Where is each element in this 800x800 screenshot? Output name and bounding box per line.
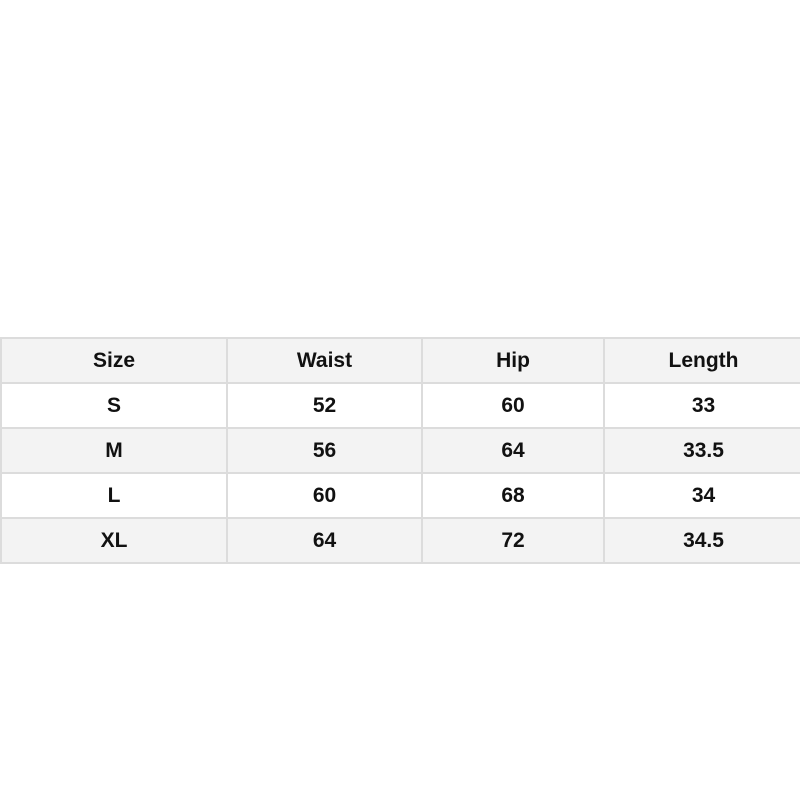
cell-size: M <box>0 427 228 474</box>
table-row: S 52 60 33 <box>0 382 800 429</box>
cell-waist: 64 <box>226 517 423 564</box>
cell-size: XL <box>0 517 228 564</box>
cell-waist: 52 <box>226 382 423 429</box>
cell-hip: 60 <box>421 382 605 429</box>
cell-hip: 72 <box>421 517 605 564</box>
cell-waist: 60 <box>226 472 423 519</box>
cell-length: 33 <box>603 382 800 429</box>
header-length: Length <box>603 337 800 384</box>
header-size: Size <box>0 337 228 384</box>
cell-hip: 68 <box>421 472 605 519</box>
cell-size: L <box>0 472 228 519</box>
header-hip: Hip <box>421 337 605 384</box>
header-waist: Waist <box>226 337 423 384</box>
header-row: Size Waist Hip Length <box>0 337 800 384</box>
table-row: XL 64 72 34.5 <box>0 517 800 564</box>
cell-length: 34 <box>603 472 800 519</box>
cell-length: 33.5 <box>603 427 800 474</box>
table-row: M 56 64 33.5 <box>0 427 800 474</box>
cell-size: S <box>0 382 228 429</box>
cell-length: 34.5 <box>603 517 800 564</box>
cell-waist: 56 <box>226 427 423 474</box>
size-chart-table: Size Waist Hip Length S 52 60 33 M 56 64… <box>0 337 800 564</box>
table-row: L 60 68 34 <box>0 472 800 519</box>
cell-hip: 64 <box>421 427 605 474</box>
